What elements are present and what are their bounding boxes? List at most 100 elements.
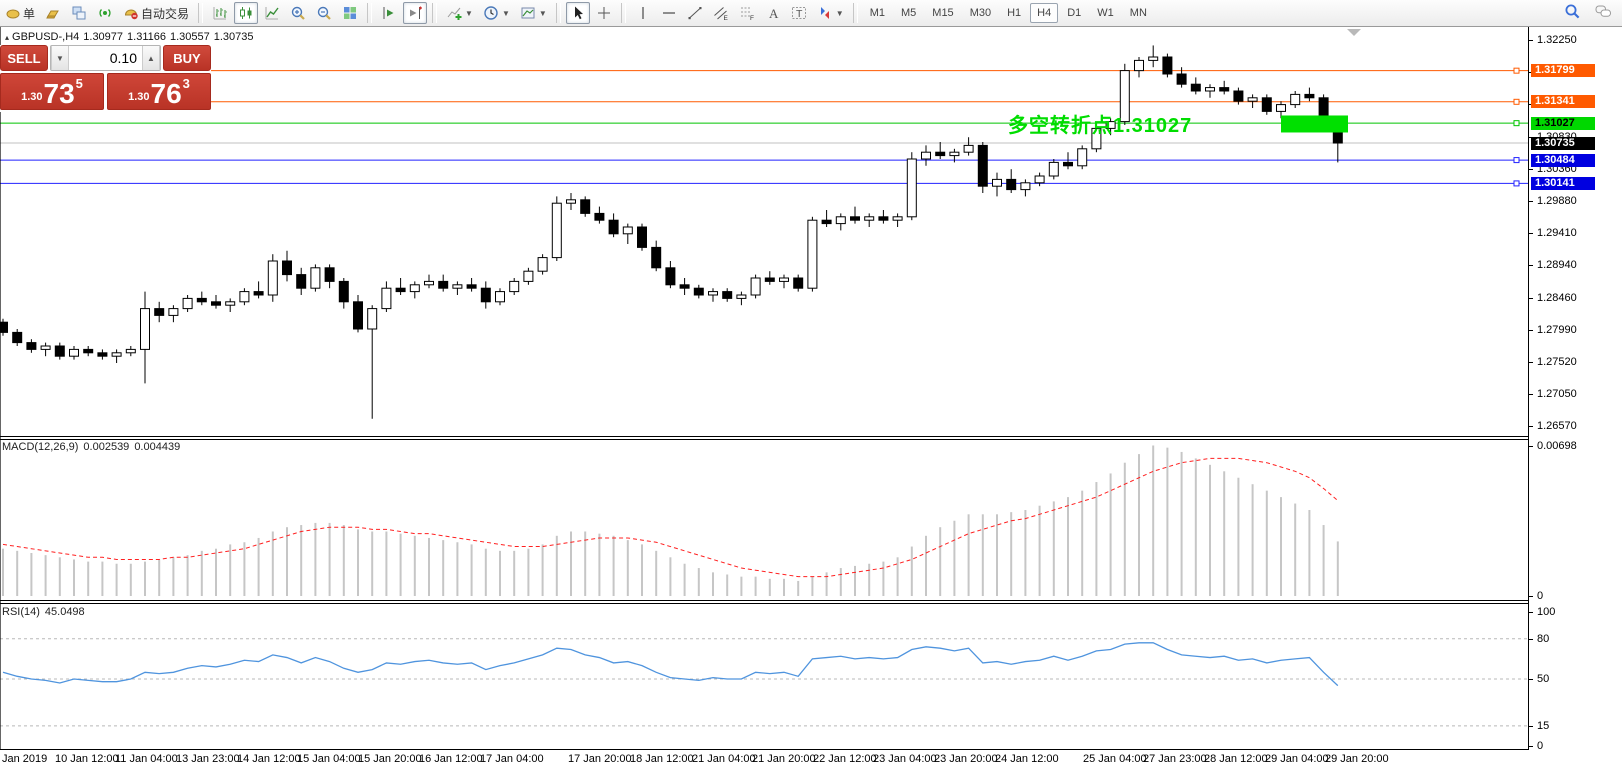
market-watch-button[interactable] xyxy=(41,2,65,24)
ohlc-close: 1.30735 xyxy=(213,31,254,43)
chart-shift-marker[interactable] xyxy=(1347,29,1361,36)
timeframe-m30-button[interactable]: M30 xyxy=(963,3,998,23)
chart-annotation[interactable]: 多空转折点1.31027 xyxy=(1008,115,1193,137)
time-axis[interactable]: Jan 2019 10 Jan 12:00 11 Jan 04:00 13 Jan 2… xyxy=(0,750,1529,767)
sell-button[interactable]: SELL xyxy=(0,45,48,71)
channel-button[interactable]: E xyxy=(709,2,733,24)
signals-button[interactable] xyxy=(93,2,117,24)
chart-canvas[interactable] xyxy=(0,26,1529,750)
zoom-in-button[interactable] xyxy=(286,2,310,24)
candle-body xyxy=(651,246,662,269)
new-order-button-label: 单 xyxy=(23,6,36,21)
macd-histogram-bar xyxy=(413,535,416,596)
candle-body xyxy=(438,280,449,289)
chat-icon[interactable] xyxy=(1595,3,1612,20)
arrows-button[interactable]: ▼ xyxy=(813,2,848,24)
candle-body xyxy=(708,291,718,296)
macd-histogram-bar xyxy=(1138,454,1140,596)
ohlc-high: 1.31166 xyxy=(127,31,166,43)
cursor-button[interactable] xyxy=(565,2,590,24)
macd-histogram-bar xyxy=(740,576,743,596)
charts-window-button[interactable] xyxy=(67,2,91,24)
macd-name: MACD(12,26,9) xyxy=(2,441,79,453)
buy-price-box[interactable]: 1.30 76 3 xyxy=(107,73,211,110)
resistance-line-1-anchor[interactable] xyxy=(1513,67,1520,74)
volume-input[interactable]: 0.10 xyxy=(109,50,137,66)
horizontal-level-lines[interactable] xyxy=(0,67,1528,187)
price-axis[interactable]: 1.322501.317801.313101.308301.303601.298… xyxy=(1529,26,1622,752)
zoom-out-button[interactable] xyxy=(312,2,336,24)
timeframe-h1-button[interactable]: H1 xyxy=(1000,3,1028,23)
macd-histogram-bar xyxy=(712,572,714,596)
buy-button[interactable]: BUY xyxy=(163,45,211,71)
timeframe-m15-button[interactable]: M15 xyxy=(925,3,960,23)
line-chart-button[interactable] xyxy=(260,2,284,24)
templates-button[interactable]: ▼ xyxy=(516,2,551,24)
volume-increase-button[interactable]: ▲ xyxy=(142,46,160,70)
candle-body xyxy=(424,280,434,286)
chart-shift-button[interactable] xyxy=(403,2,428,24)
vertical-line-button[interactable] xyxy=(631,2,655,24)
trendline-button[interactable] xyxy=(683,2,707,24)
support-line-2-anchor[interactable] xyxy=(1513,180,1520,187)
price-tick-label: 1.27520 xyxy=(1537,355,1577,368)
time-tick-label: 24 Jan 12:00 xyxy=(995,753,1059,765)
time-tick-label: Jan 2019 xyxy=(2,753,48,765)
bar-chart-button[interactable] xyxy=(208,2,232,24)
chevron-down-icon[interactable]: ▼ xyxy=(538,8,547,18)
candle-body xyxy=(523,270,534,282)
periods-button[interactable]: ▼ xyxy=(479,2,514,24)
candle-body xyxy=(26,342,37,350)
macd-histogram-bar xyxy=(939,527,942,596)
support-line-1-anchor[interactable] xyxy=(1513,157,1520,164)
macd-histogram-bar xyxy=(1010,512,1013,596)
macd-histogram-bar xyxy=(641,544,643,596)
macd-histogram-bar xyxy=(499,550,501,596)
candle-body xyxy=(1162,56,1173,75)
chevron-down-icon[interactable]: ▼ xyxy=(465,8,473,18)
volume-decrease-button[interactable]: ▼ xyxy=(51,46,69,70)
macd-histogram-bar xyxy=(129,563,132,596)
crosshair-button[interactable] xyxy=(592,2,616,24)
axis-tick-mark xyxy=(1529,168,1533,170)
candle-body xyxy=(1261,97,1272,112)
autoscroll-button[interactable] xyxy=(377,2,401,24)
timeframe-d1-button[interactable]: D1 xyxy=(1060,3,1088,23)
tile-windows-button[interactable] xyxy=(338,2,362,24)
horizontal-line-button[interactable] xyxy=(657,2,681,24)
new-order-button[interactable]: 单 xyxy=(1,2,39,24)
channel-icon: E xyxy=(713,5,729,22)
search-icon[interactable] xyxy=(1564,3,1581,20)
candle-body xyxy=(69,348,79,357)
autotrading-button[interactable]: 自动交易 xyxy=(119,2,193,24)
candlestick-chart-button[interactable] xyxy=(234,2,259,24)
indicators-button[interactable]: ▼ xyxy=(442,2,477,24)
fibonacci-icon: F xyxy=(739,5,755,22)
text-label-icon: T xyxy=(791,5,807,21)
ohlc-open: 1.30977 xyxy=(83,31,124,43)
macd-histogram-bar xyxy=(1024,510,1027,596)
macd-histogram-bar xyxy=(186,555,189,596)
timeframe-m1-button[interactable]: M1 xyxy=(863,3,892,23)
text-button[interactable]: A xyxy=(761,2,785,24)
timeframe-w1-button[interactable]: W1 xyxy=(1090,3,1121,23)
macd-histogram-bar xyxy=(655,550,658,596)
fibonacci-button[interactable]: F xyxy=(735,2,759,24)
macd-histogram-bar xyxy=(626,540,629,596)
chevron-down-icon[interactable]: ▼ xyxy=(835,8,844,18)
timeframe-mn-button[interactable]: MN xyxy=(1123,3,1154,23)
chevron-down-icon[interactable]: ▼ xyxy=(501,8,510,18)
time-tick-label: 11 Jan 04:00 xyxy=(115,753,178,765)
macd-histogram-bar xyxy=(456,542,459,596)
pivot-zone-rect[interactable] xyxy=(1281,115,1348,133)
candle-body xyxy=(12,331,23,344)
pivot-line-anchor[interactable] xyxy=(1513,120,1520,127)
sell-price-box[interactable]: 1.30 73 5 xyxy=(0,73,104,110)
candle-body xyxy=(878,216,889,221)
timeframe-m5-button[interactable]: M5 xyxy=(894,3,923,23)
timeframe-h4-button[interactable]: H4 xyxy=(1030,3,1059,23)
macd-signal-line xyxy=(2,457,1339,578)
axis-tick-mark xyxy=(1529,679,1533,680)
text-label-button[interactable]: T xyxy=(787,2,811,24)
resistance-line-2-anchor[interactable] xyxy=(1513,98,1520,105)
